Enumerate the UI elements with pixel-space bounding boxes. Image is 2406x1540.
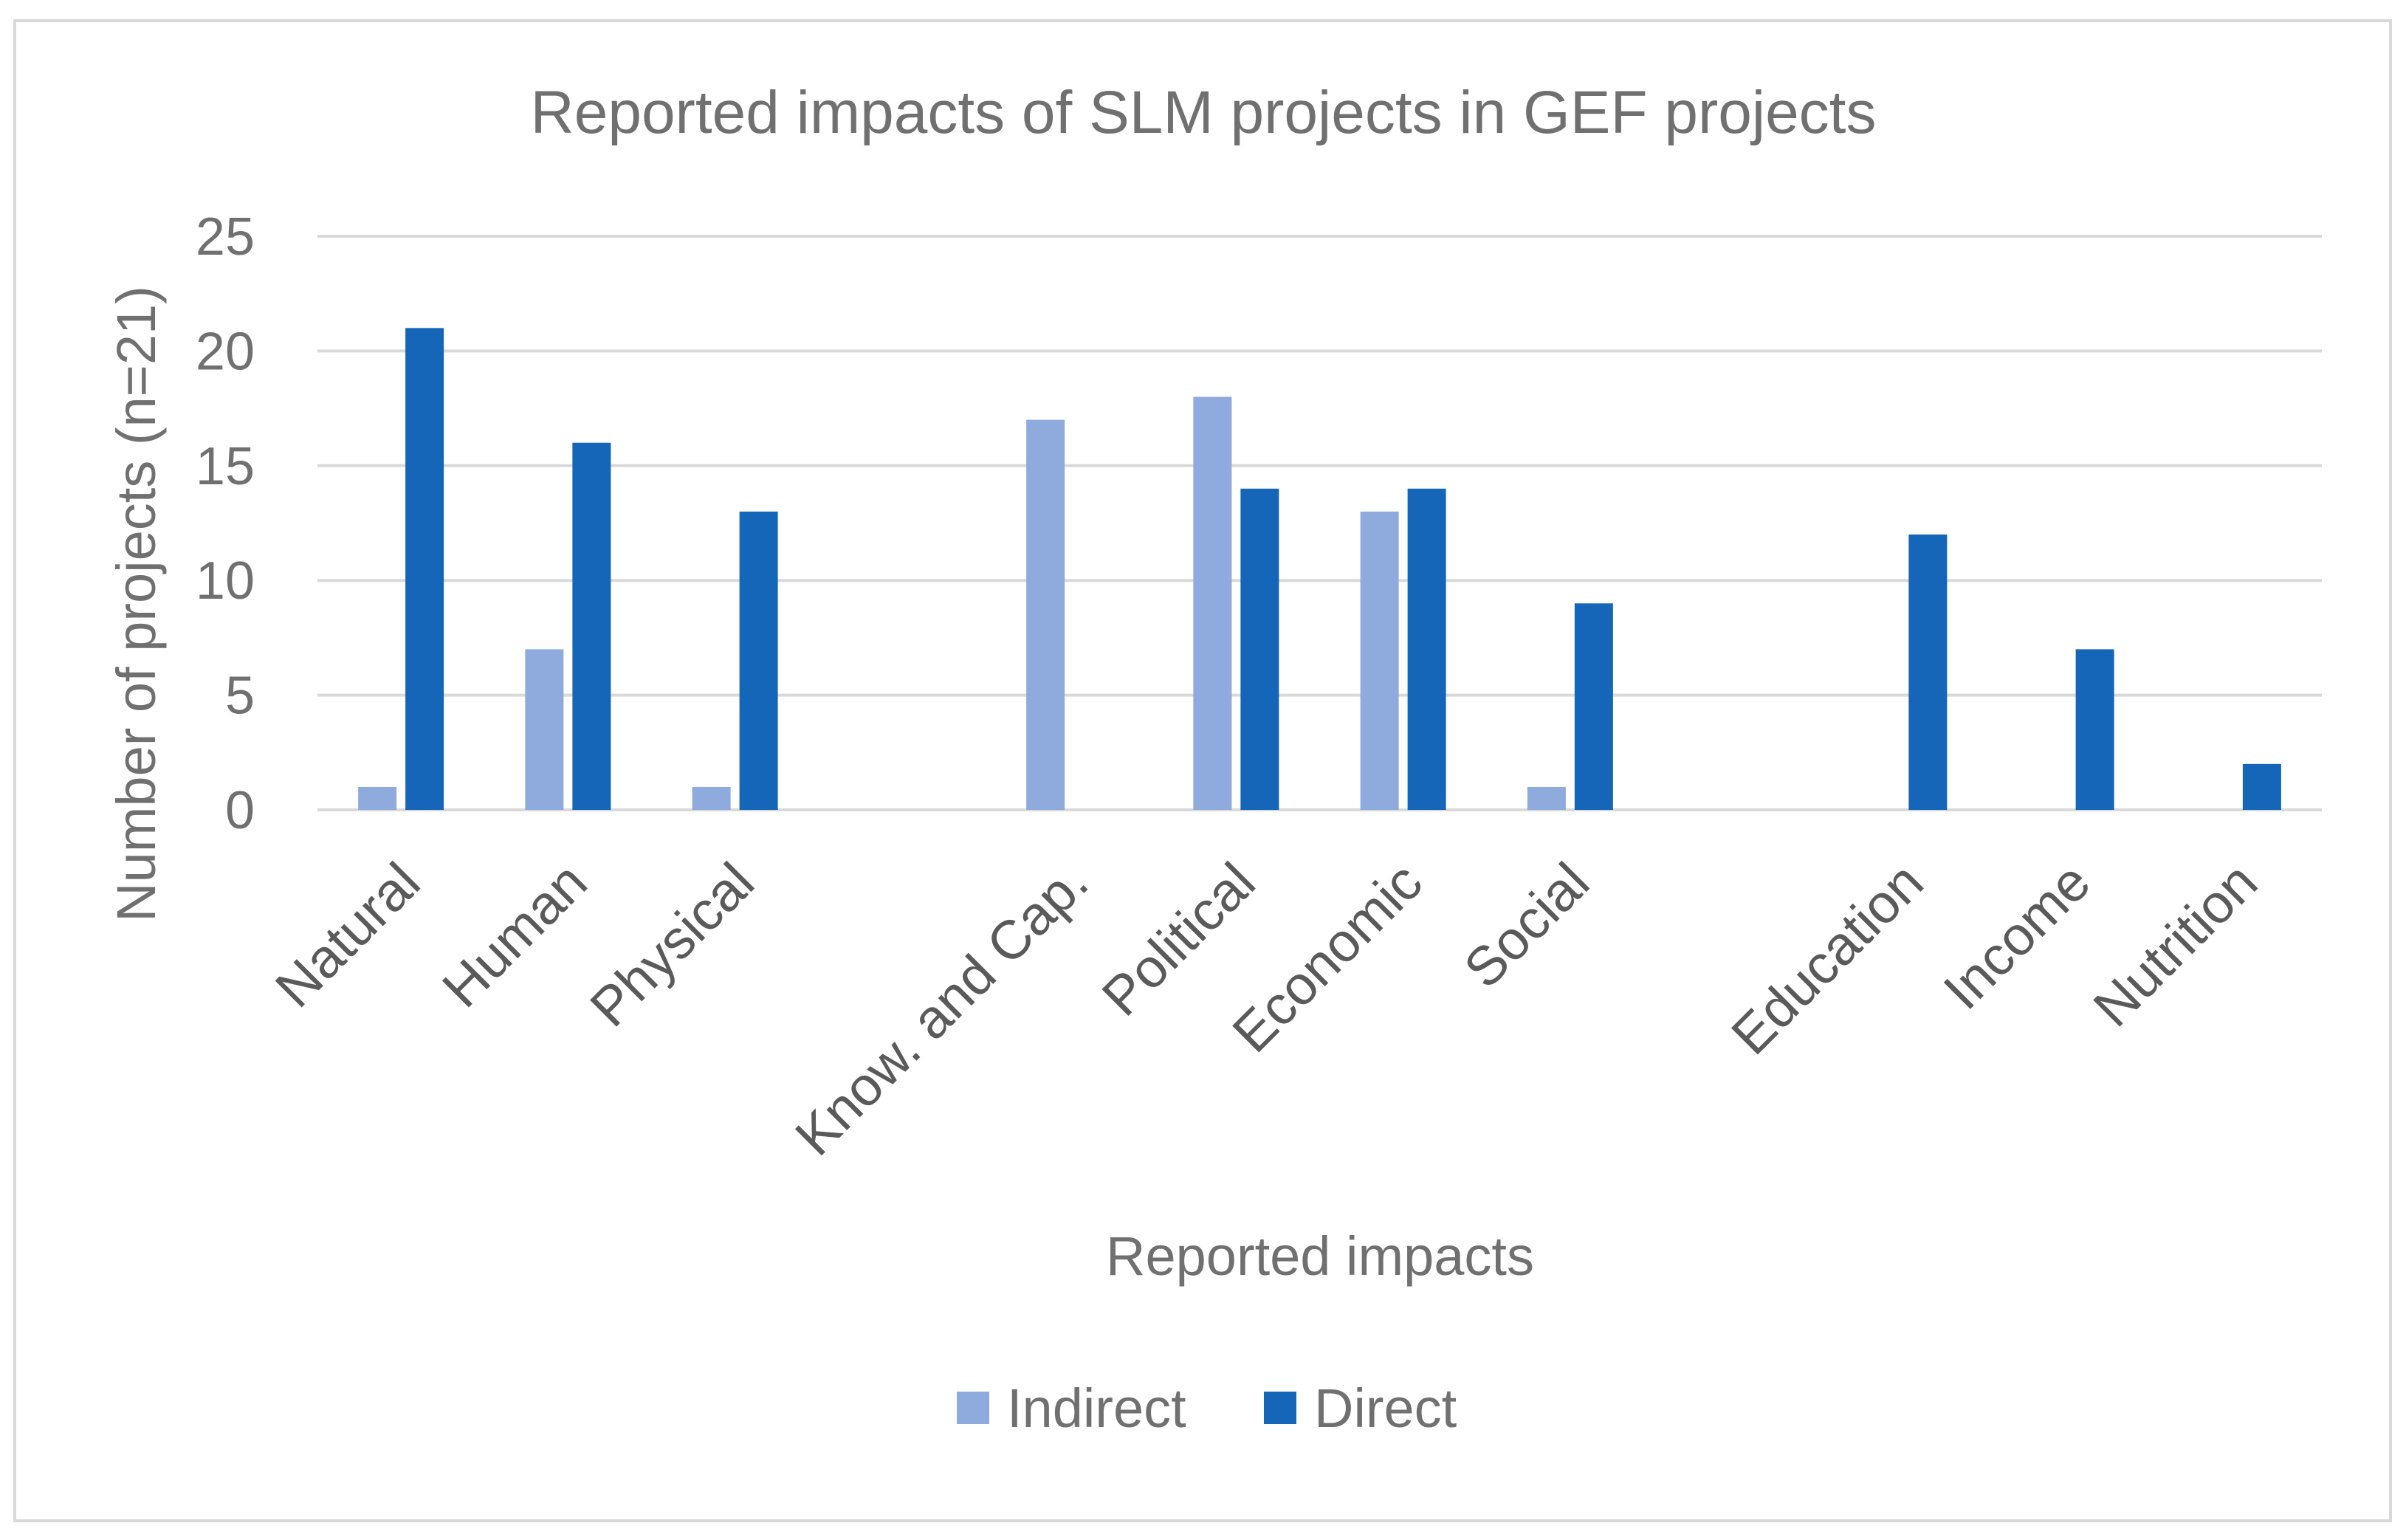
y-axis-title: Number of projects (n=21) xyxy=(106,286,167,922)
bar-direct-economic xyxy=(1407,488,1446,810)
bar-direct-education xyxy=(1908,534,1948,810)
bar-indirect-political xyxy=(1193,396,1232,810)
x-tick-label: Physical xyxy=(578,851,766,1039)
y-axis-ticks: 0 5 10 15 20 25 xyxy=(196,207,255,840)
gridlines xyxy=(317,235,2322,811)
y-tick-label: 0 xyxy=(225,781,255,840)
bars xyxy=(358,328,2281,810)
bar-indirect-human xyxy=(525,649,564,810)
bar-indirect-know-and-cap- xyxy=(1026,419,1065,810)
bar-direct-physical xyxy=(739,511,778,810)
y-tick-label: 10 xyxy=(196,551,255,611)
legend: Indirect Direct xyxy=(957,1378,1457,1439)
y-tick-label: 25 xyxy=(196,207,255,267)
legend-swatch-indirect xyxy=(957,1392,989,1424)
legend-swatch-direct xyxy=(1264,1392,1296,1424)
x-tick-label: Education xyxy=(1719,851,1934,1066)
legend-label-indirect: Indirect xyxy=(1007,1378,1186,1439)
x-tick-label: Income xyxy=(1932,851,2102,1021)
x-tick-label: Social xyxy=(1452,851,1601,1000)
x-axis-title: Reported impacts xyxy=(1106,1226,1534,1287)
bar-direct-nutrition xyxy=(2242,763,2281,810)
bar-indirect-economic xyxy=(1360,511,1399,810)
x-tick-label: Nutrition xyxy=(2082,851,2269,1039)
bar-direct-human xyxy=(572,442,611,810)
bar-indirect-physical xyxy=(692,786,731,810)
y-tick-label: 5 xyxy=(225,667,255,726)
x-tick-label: Human xyxy=(430,851,598,1019)
y-tick-label: 20 xyxy=(196,322,255,381)
x-tick-label: Natural xyxy=(264,851,431,1019)
bar-indirect-natural xyxy=(358,786,397,810)
bar-direct-political xyxy=(1240,488,1279,810)
bar-indirect-social xyxy=(1527,786,1566,810)
bar-direct-social xyxy=(1574,603,1613,810)
chart-title: Reported impacts of SLM projects in GEF … xyxy=(531,79,1877,146)
bar-direct-natural xyxy=(405,328,444,810)
x-tick-label: Know. and Cap. xyxy=(783,851,1099,1167)
legend-label-direct: Direct xyxy=(1314,1378,1457,1439)
bar-direct-income xyxy=(2075,649,2114,810)
y-tick-label: 15 xyxy=(196,437,255,496)
